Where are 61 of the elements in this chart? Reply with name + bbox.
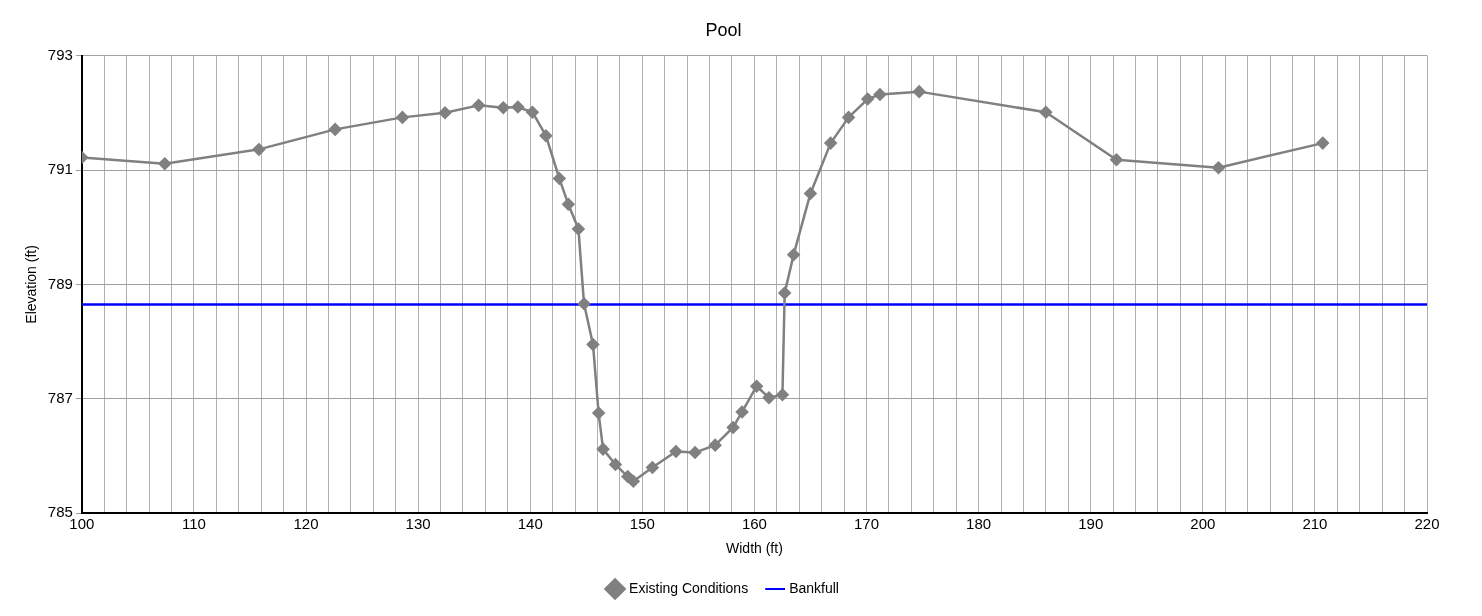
x-tick-label: 210 — [1302, 515, 1328, 533]
point — [497, 101, 510, 114]
point — [873, 88, 887, 101]
point — [1212, 161, 1225, 174]
x-tick-label: 140 — [517, 515, 543, 533]
point — [861, 92, 874, 106]
point — [1110, 153, 1123, 166]
point — [396, 111, 409, 124]
y-tick-label: 789 — [47, 274, 73, 292]
point — [511, 100, 525, 114]
point — [842, 111, 855, 124]
point — [824, 136, 837, 150]
y-axis-title: Elevation (ft) — [23, 245, 40, 324]
point — [735, 405, 749, 419]
point — [562, 198, 575, 211]
point — [750, 379, 763, 393]
point — [708, 438, 722, 452]
x-tick-label: 150 — [629, 515, 655, 533]
point — [526, 105, 539, 119]
point — [787, 248, 800, 261]
point — [596, 442, 610, 456]
x-tick-label: 170 — [854, 515, 880, 533]
point — [586, 338, 600, 351]
point — [776, 388, 789, 402]
y-tick-label: 787 — [47, 388, 73, 406]
legend-label: Existing Conditions — [629, 579, 749, 596]
point — [609, 458, 622, 471]
point — [778, 286, 791, 300]
x-tick-label: 190 — [1078, 515, 1104, 533]
x-tick-label: 180 — [966, 515, 992, 533]
point — [669, 445, 683, 458]
point — [553, 172, 566, 185]
point — [912, 85, 926, 98]
point — [572, 222, 585, 236]
point — [577, 297, 591, 311]
point — [328, 123, 342, 136]
y-tick-label: 793 — [47, 45, 73, 63]
point — [762, 391, 776, 404]
x-tick-label: 220 — [1414, 515, 1440, 533]
x-tick-label: 160 — [741, 515, 767, 533]
x-axis-title: Width (ft) — [726, 540, 783, 557]
x-tick-label: 120 — [293, 515, 319, 533]
x-tick-label: 200 — [1190, 515, 1216, 533]
point — [592, 406, 605, 420]
point — [539, 129, 553, 142]
point — [627, 474, 640, 488]
point — [726, 421, 740, 434]
point — [646, 461, 659, 474]
legend-label: Bankfull — [789, 579, 839, 596]
x-tick-label: 110 — [181, 515, 206, 533]
point — [252, 143, 266, 156]
point — [438, 106, 452, 120]
chart-title: Pool — [705, 19, 742, 40]
point — [158, 157, 172, 170]
point — [804, 187, 817, 200]
point — [1039, 105, 1053, 119]
point — [688, 446, 702, 459]
y-tick-label: 791 — [47, 160, 73, 178]
point — [1316, 136, 1329, 150]
point — [472, 99, 485, 112]
x-tick-label: 130 — [405, 515, 431, 533]
